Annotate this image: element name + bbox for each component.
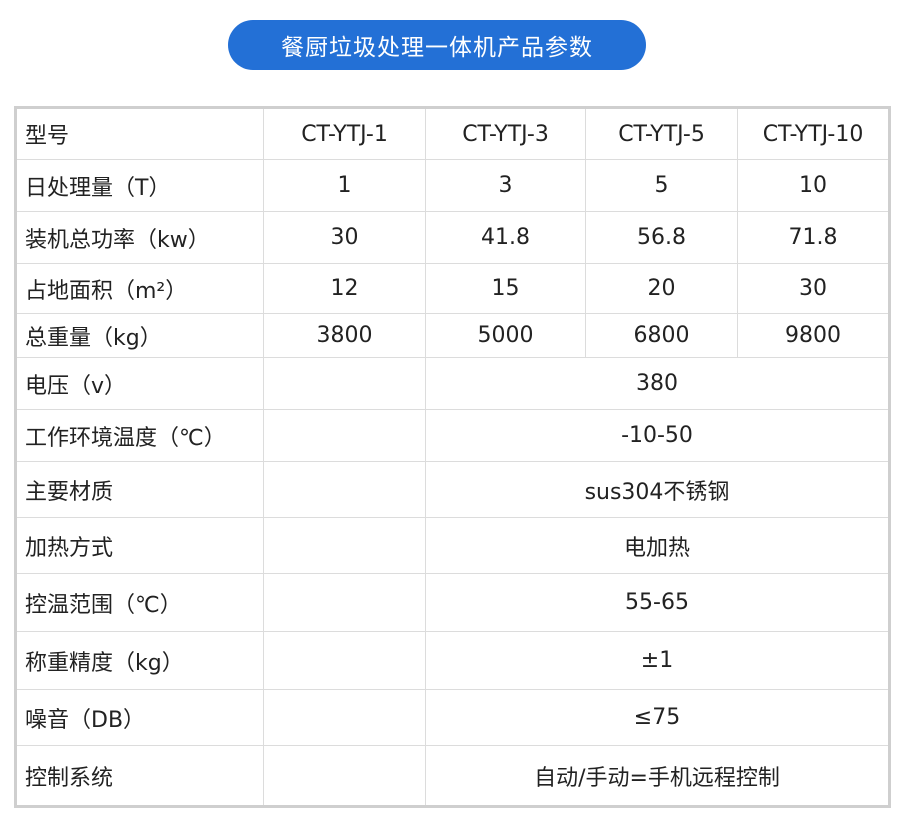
cell-value: 6800 [585,313,738,358]
row-label: 控制系统 [15,745,264,807]
cell-value: CT-YTJ-5 [585,107,738,160]
row-label: 控温范围（℃） [15,573,264,632]
cell-value: ≤75 [425,689,890,746]
cell-value: 3 [425,159,586,212]
cell-value: 30 [263,211,426,264]
cell-value: 380 [425,357,890,410]
cell-value [263,409,426,462]
cell-value: CT-YTJ-10 [737,107,890,160]
table-row: 称重精度（kg） ±1 [15,631,890,690]
cell-value [263,631,426,690]
table-row-header: 型号 CT-YTJ-1 CT-YTJ-3 CT-YTJ-5 CT-YTJ-10 [15,107,890,160]
cell-value: CT-YTJ-3 [425,107,586,160]
table-row: 日处理量（T） 1 3 5 10 [15,159,890,212]
cell-value: 自动/手动=手机远程控制 [425,745,890,807]
cell-value: ±1 [425,631,890,690]
cell-value [263,689,426,746]
row-label: 称重精度（kg） [15,631,264,690]
spec-table: 型号 CT-YTJ-1 CT-YTJ-3 CT-YTJ-5 CT-YTJ-10 日处理量（… [14,106,891,808]
cell-value: 10 [737,159,890,212]
title-banner: 餐厨垃圾处理一体机产品参数 [228,20,646,70]
cell-value [263,745,426,807]
cell-value: 30 [737,263,890,314]
row-label: 装机总功率（kw） [15,211,264,264]
cell-value: -10-50 [425,409,890,462]
table-row: 加热方式 电加热 [15,517,890,574]
cell-value: 5 [585,159,738,212]
row-label: 日处理量（T） [15,159,264,212]
table-row: 电压（v） 380 [15,357,890,410]
table-row: 控温范围（℃） 55-65 [15,573,890,632]
cell-value: 55-65 [425,573,890,632]
cell-value: CT-YTJ-1 [263,107,426,160]
row-label: 噪音（DB） [15,689,264,746]
row-label: 主要材质 [15,461,264,518]
row-label: 加热方式 [15,517,264,574]
cell-value: sus304不锈钢 [425,461,890,518]
cell-value: 1 [263,159,426,212]
row-label: 总重量（kg） [15,313,264,358]
cell-value: 电加热 [425,517,890,574]
cell-value [263,357,426,410]
cell-value: 56.8 [585,211,738,264]
table-row: 噪音（DB） ≤75 [15,689,890,746]
table-row: 装机总功率（kw） 30 41.8 56.8 71.8 [15,211,890,264]
cell-value [263,573,426,632]
row-label: 工作环境温度（℃） [15,409,264,462]
cell-value [263,517,426,574]
cell-value: 15 [425,263,586,314]
cell-value: 5000 [425,313,586,358]
cell-value: 41.8 [425,211,586,264]
row-label: 电压（v） [15,357,264,410]
cell-value: 71.8 [737,211,890,264]
cell-value: 12 [263,263,426,314]
table-row: 占地面积（m²） 12 15 20 30 [15,263,890,314]
table-row: 总重量（kg） 3800 5000 6800 9800 [15,313,890,358]
cell-value: 9800 [737,313,890,358]
row-label: 型号 [15,107,264,160]
table-row: 主要材质 sus304不锈钢 [15,461,890,518]
table-row: 控制系统 自动/手动=手机远程控制 [15,745,890,807]
cell-value: 20 [585,263,738,314]
cell-value [263,461,426,518]
cell-value: 3800 [263,313,426,358]
table-row: 工作环境温度（℃） -10-50 [15,409,890,462]
row-label: 占地面积（m²） [15,263,264,314]
